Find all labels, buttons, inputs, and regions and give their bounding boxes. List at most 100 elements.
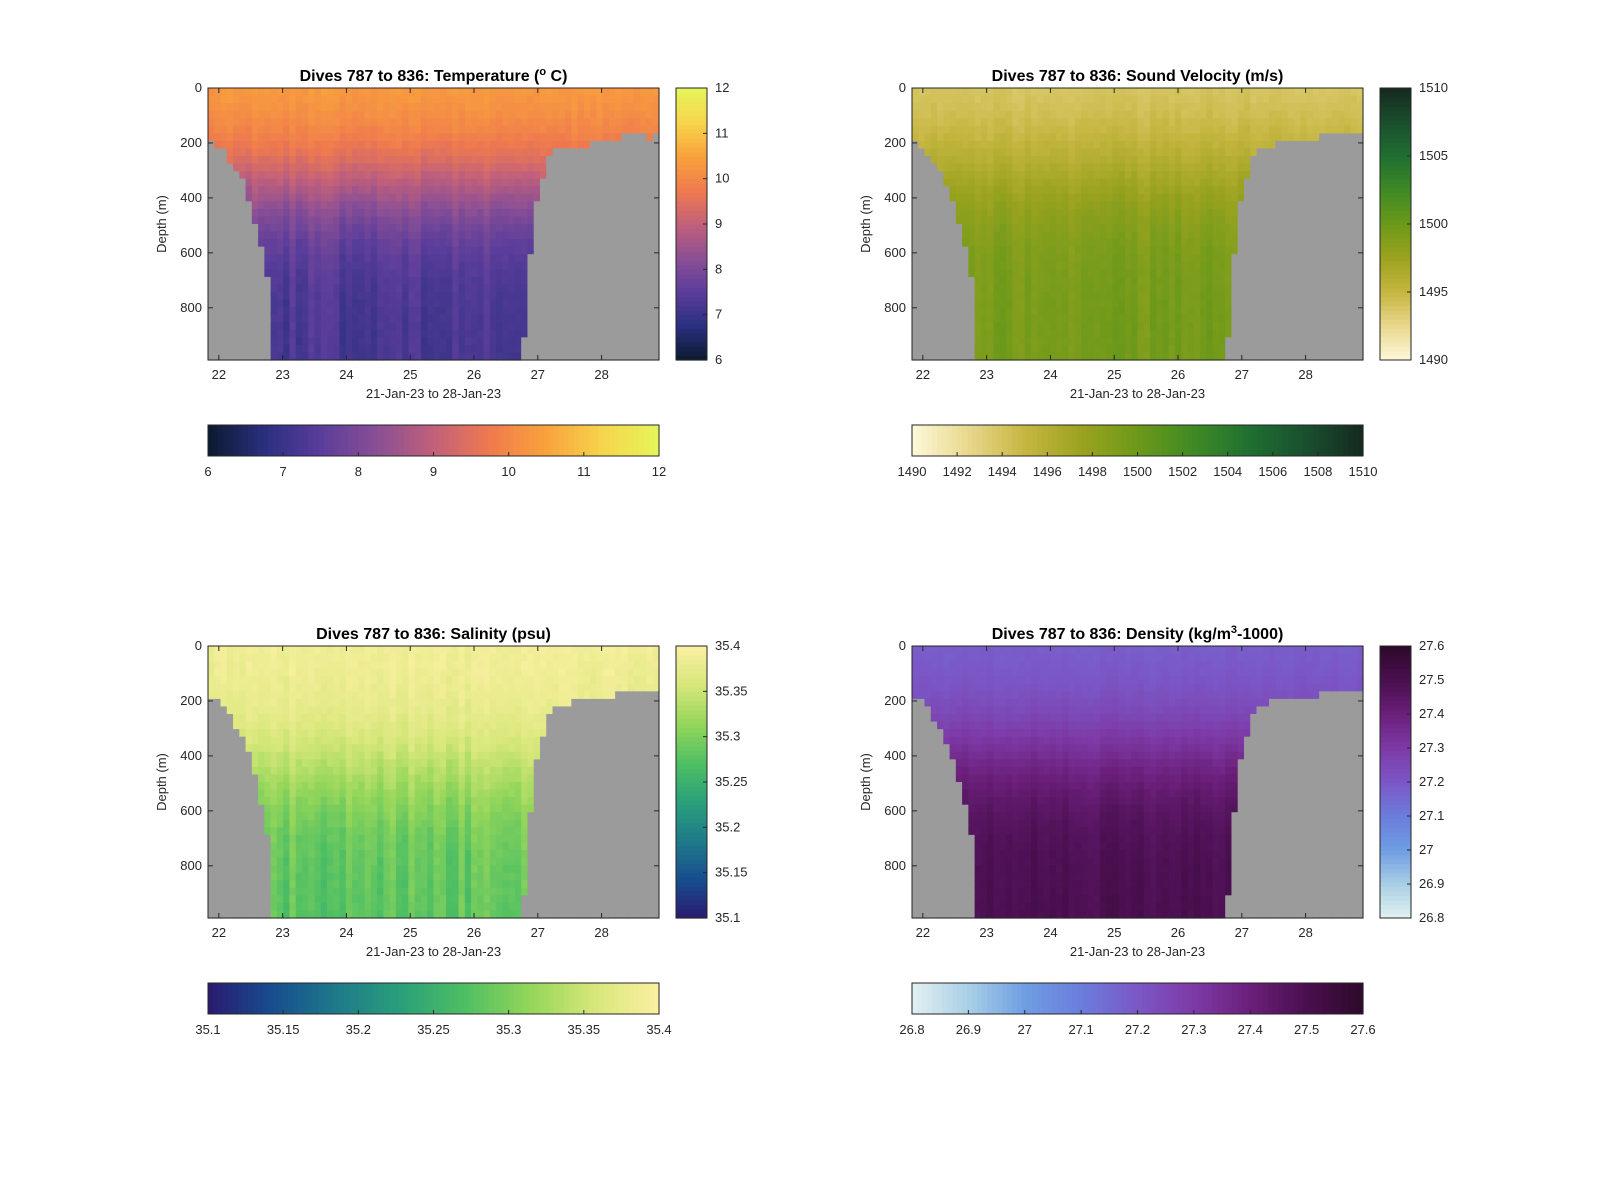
heatmap-cell bbox=[1281, 246, 1289, 255]
heatmap-cell bbox=[327, 186, 334, 195]
heatmap-cell bbox=[233, 103, 240, 112]
heatmap-cell bbox=[558, 88, 566, 97]
heatmap-cell bbox=[320, 337, 328, 346]
heatmap-cell bbox=[327, 246, 334, 255]
heatmap-cell bbox=[483, 307, 491, 316]
heatmap-cell bbox=[1118, 224, 1126, 233]
heatmap-cell bbox=[264, 95, 272, 104]
heatmap-cell bbox=[333, 178, 341, 187]
heatmap-cell bbox=[993, 148, 1001, 157]
colorbar-swatch bbox=[308, 425, 314, 456]
heatmap-cell bbox=[1187, 110, 1195, 119]
heatmap-cell bbox=[652, 125, 660, 134]
heatmap-cell bbox=[514, 103, 522, 112]
colorbar-swatch bbox=[676, 174, 707, 180]
heatmap-cell bbox=[602, 329, 610, 338]
heatmap-cell bbox=[502, 337, 510, 346]
heatmap-cell bbox=[514, 95, 522, 104]
heatmap-cell bbox=[1200, 193, 1207, 202]
heatmap-cell bbox=[987, 329, 995, 338]
heatmap-cell bbox=[226, 95, 234, 104]
heatmap-cell bbox=[1162, 95, 1170, 104]
heatmap-cell bbox=[615, 208, 623, 218]
heatmap-cell bbox=[993, 269, 1001, 278]
heatmap-cell bbox=[646, 163, 654, 172]
heatmap-cell bbox=[1175, 269, 1182, 278]
heatmap-cell bbox=[1168, 88, 1176, 97]
heatmap-cell bbox=[602, 156, 610, 165]
heatmap-cell bbox=[339, 216, 347, 225]
heatmap-cell bbox=[652, 163, 660, 172]
heatmap-cell bbox=[402, 140, 410, 150]
heatmap-cell bbox=[1143, 103, 1151, 112]
heatmap-cell bbox=[912, 140, 919, 150]
heatmap-cell bbox=[358, 118, 366, 127]
heatmap-cell bbox=[1037, 284, 1045, 293]
heatmap-cell bbox=[483, 276, 491, 286]
heatmap-cell bbox=[301, 216, 309, 225]
heatmap-cell bbox=[968, 110, 976, 119]
heatmap-cell bbox=[477, 352, 485, 361]
heatmap-cell bbox=[962, 337, 969, 346]
heatmap-cell bbox=[1237, 246, 1245, 255]
heatmap-cell bbox=[1225, 171, 1233, 180]
heatmap-cell bbox=[1231, 216, 1239, 225]
heatmap-cell bbox=[1193, 352, 1201, 361]
heatmap-cell bbox=[1137, 163, 1145, 172]
heatmap-cell bbox=[464, 133, 472, 142]
heatmap-cell bbox=[571, 307, 579, 316]
heatmap-cell bbox=[383, 216, 391, 225]
heatmap-cell bbox=[233, 337, 240, 346]
heatmap-cell bbox=[962, 276, 969, 286]
heatmap-cell bbox=[962, 201, 969, 210]
heatmap-cell bbox=[1143, 163, 1151, 172]
heatmap-cell bbox=[552, 133, 560, 142]
heatmap-cell bbox=[489, 208, 497, 218]
heatmap-cell bbox=[615, 95, 623, 104]
heatmap-cell bbox=[552, 216, 560, 225]
heatmap-cell bbox=[937, 216, 944, 225]
heatmap-cell bbox=[220, 254, 228, 263]
heatmap-cell bbox=[1031, 344, 1038, 354]
heatmap-cell bbox=[377, 284, 384, 293]
heatmap-cell bbox=[308, 314, 316, 323]
heatmap-cell bbox=[999, 337, 1007, 346]
heatmap-cell bbox=[489, 261, 497, 270]
heatmap-cell bbox=[1162, 156, 1170, 165]
heatmap-cell bbox=[924, 178, 932, 187]
heatmap-cell bbox=[608, 352, 616, 361]
heatmap-cell bbox=[1093, 246, 1101, 255]
heatmap-cell bbox=[489, 322, 497, 331]
heatmap-cell bbox=[1162, 110, 1170, 119]
heatmap-cell bbox=[439, 344, 447, 354]
heatmap-cell bbox=[383, 118, 391, 127]
heatmap-cell bbox=[1093, 239, 1101, 248]
heatmap-cell bbox=[364, 171, 372, 180]
heatmap-cell bbox=[1181, 163, 1189, 172]
heatmap-cell bbox=[980, 140, 988, 150]
heatmap-cell bbox=[427, 337, 435, 346]
heatmap-cell bbox=[420, 224, 428, 233]
heatmap-cell bbox=[471, 276, 478, 286]
heatmap-cell bbox=[1250, 322, 1258, 331]
heatmap-cell bbox=[583, 95, 591, 104]
heatmap-cell bbox=[308, 125, 316, 134]
heatmap-cell bbox=[546, 231, 554, 240]
heatmap-cell bbox=[314, 261, 322, 270]
heatmap-cell bbox=[1012, 156, 1020, 165]
heatmap-cell bbox=[427, 216, 435, 225]
heatmap-cell bbox=[1137, 276, 1145, 286]
heatmap-cell bbox=[1106, 156, 1114, 165]
heatmap-cell bbox=[295, 261, 303, 270]
heatmap-cell bbox=[352, 171, 359, 180]
heatmap-cell bbox=[471, 292, 478, 301]
heatmap-cell bbox=[583, 224, 591, 233]
heatmap-cell bbox=[521, 88, 529, 97]
heatmap-cell bbox=[912, 292, 919, 301]
heatmap-cell bbox=[446, 224, 453, 233]
heatmap-cell bbox=[577, 337, 585, 346]
heatmap-cell bbox=[370, 307, 378, 316]
heatmap-cell bbox=[993, 239, 1001, 248]
heatmap-cell bbox=[1237, 201, 1245, 210]
heatmap-cell bbox=[937, 329, 944, 338]
